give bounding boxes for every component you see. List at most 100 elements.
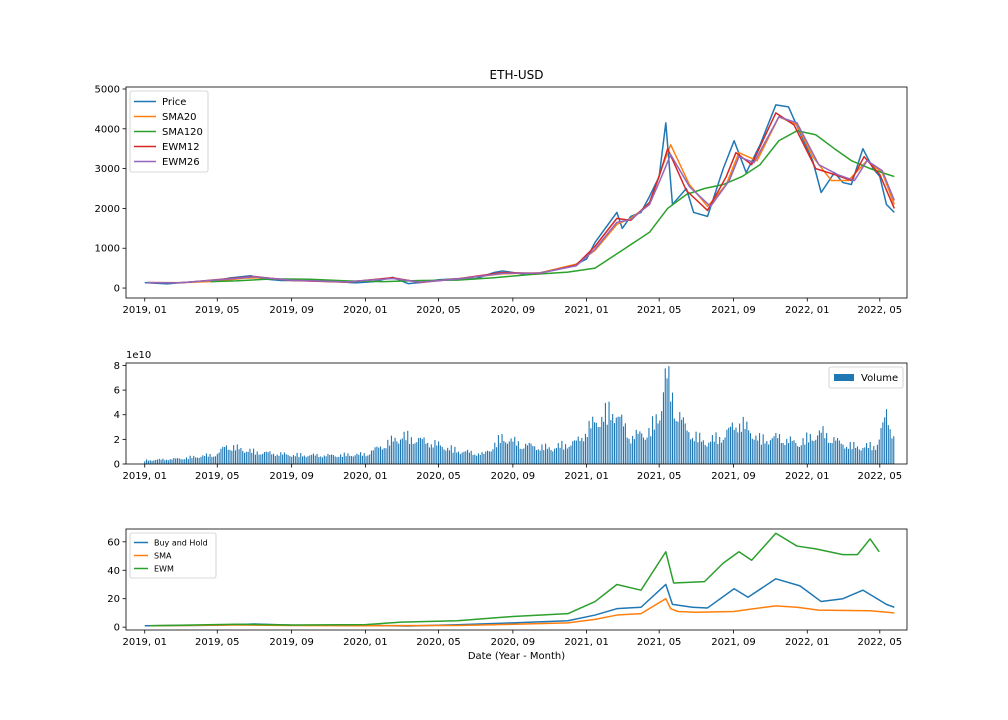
volume-bar (312, 453, 314, 464)
volume-bar (505, 442, 507, 464)
volume-bar (662, 392, 664, 464)
volume-bar (356, 453, 358, 464)
volume-bar (735, 427, 737, 464)
volume-bar (655, 414, 657, 464)
y-tick-label: 60 (107, 537, 120, 548)
volume-bar (229, 449, 231, 464)
volume-bar (818, 430, 820, 464)
legend-entry-sma20: SMA20 (162, 112, 197, 123)
x-tick-label: 2021, 05 (637, 471, 682, 482)
volume-bar (755, 435, 757, 464)
volume-bar (432, 447, 434, 464)
volume-bar (617, 416, 619, 464)
volume-bar (234, 450, 237, 464)
volume-bar (146, 459, 148, 464)
volume-bar (675, 420, 677, 464)
volume-bar (597, 427, 599, 464)
volume-bar (211, 456, 213, 464)
volume-bar (833, 437, 835, 464)
volume-bar (807, 442, 810, 464)
volume-bar (383, 448, 385, 464)
volume-bar (369, 454, 371, 464)
volume-bar (474, 454, 476, 464)
y-tick-label: 0 (114, 623, 120, 634)
volume-bar (443, 449, 445, 464)
volume-bar (169, 459, 171, 464)
volume-bar (704, 444, 706, 464)
volume-bar (693, 441, 695, 464)
volume-bar (838, 440, 840, 464)
volume-bar (530, 443, 532, 464)
volume-bar (744, 429, 746, 464)
volume-bar (552, 451, 554, 464)
volume-bar (733, 430, 735, 464)
volume-bar (635, 429, 637, 464)
volume-bar (824, 438, 826, 464)
legend-entry-ewm12: EWM12 (162, 142, 200, 153)
y-tick-label: 0 (114, 460, 120, 471)
x-tick-label: 2019, 09 (269, 305, 314, 316)
legend: Volume (828, 366, 904, 389)
volume-bar (691, 438, 694, 464)
volume-bar (713, 441, 715, 464)
volume-bar (334, 456, 336, 464)
volume-bar (193, 455, 195, 464)
volume-bar (715, 432, 717, 464)
volume-bar (762, 434, 764, 464)
volume-bar (599, 426, 601, 464)
volume-bar (827, 442, 830, 464)
volume-bar (659, 420, 661, 464)
volume-bar (153, 460, 155, 464)
volume-bar (410, 437, 412, 464)
axes-frame (125, 528, 908, 631)
volume-bar (167, 460, 169, 464)
volume-bar (178, 458, 180, 464)
volume-bar (574, 440, 576, 464)
volume-bar (354, 455, 356, 464)
volume-bar (220, 448, 222, 464)
volume-bar (292, 455, 295, 464)
y-tick-label: 2000 (95, 204, 120, 215)
legend-entry-price: Price (162, 97, 186, 108)
x-tick-label: 2021, 01 (564, 471, 609, 482)
volume-bar (385, 448, 387, 464)
volume-bar (204, 456, 206, 464)
legend-swatch (834, 374, 854, 381)
volume-bar (871, 450, 873, 464)
volume-bar (338, 456, 340, 464)
ewm-line (150, 532, 880, 627)
volume-bar (311, 454, 313, 464)
y-tick-label: 1000 (95, 244, 120, 255)
volume-bar (421, 439, 423, 464)
volume-bar (389, 445, 391, 464)
x-tick-label: 2022, 01 (785, 471, 830, 482)
volume-bar (759, 433, 761, 464)
volume-bar (428, 447, 431, 464)
x-tick-label: 2021, 01 (564, 637, 609, 648)
volume-bar (147, 460, 149, 464)
volume-bar (448, 450, 450, 464)
volume-bar (243, 452, 246, 464)
volume-bar (829, 442, 831, 464)
volume-bar (731, 422, 733, 464)
legend-entry-ewm26: EWM26 (162, 157, 200, 168)
volume-bar (187, 459, 189, 464)
volume-bar (650, 436, 652, 464)
volume-bar (523, 448, 525, 464)
volume-bar (639, 431, 641, 464)
volume-bar (501, 433, 503, 464)
volume-bar (793, 440, 795, 464)
volume-bar (583, 441, 585, 464)
volume-bar (566, 448, 568, 464)
volume-bar (267, 452, 269, 464)
volume-bar (418, 438, 420, 464)
volume-bar (151, 460, 153, 464)
volume-bar (541, 444, 543, 464)
volume-bar (673, 418, 675, 464)
volume-bar (361, 455, 363, 464)
volume-bar (254, 454, 256, 464)
volume-bar (797, 446, 799, 464)
volume-bar (811, 440, 813, 464)
volume-bar (677, 421, 679, 464)
volume-bar (352, 456, 354, 464)
